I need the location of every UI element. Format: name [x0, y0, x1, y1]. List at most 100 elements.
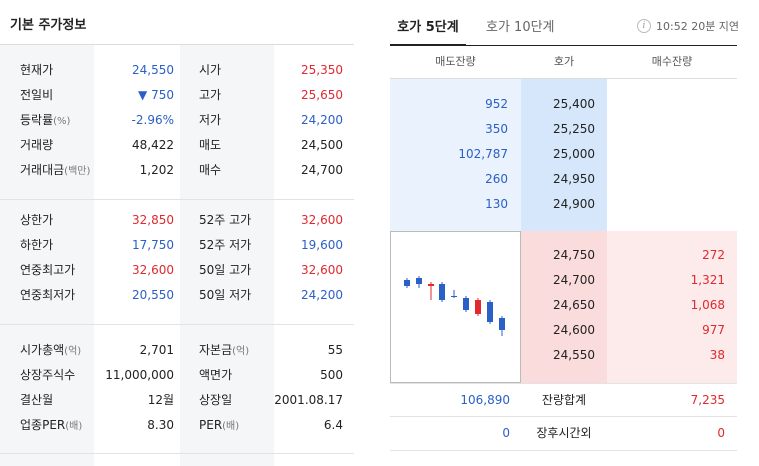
- bid-price-background: [521, 231, 607, 383]
- candle-body: [463, 298, 469, 310]
- info-value: 2,701: [139, 343, 174, 357]
- info-label: 거래량: [20, 138, 54, 152]
- header-sell-remaining: 매도잔량: [435, 55, 476, 68]
- info-value: 1,202: [139, 163, 174, 177]
- total-buy-remaining: 7,235: [690, 393, 725, 407]
- info-value: 55: [327, 343, 343, 357]
- after-hours-buy: 0: [717, 426, 725, 440]
- info-icon[interactable]: i: [637, 19, 651, 33]
- bid-quantity: 1,321: [690, 273, 725, 287]
- info-label: 등락률(%): [20, 113, 71, 127]
- info-value: 48,422: [132, 138, 174, 152]
- stock-info-row: 전일비 ▼ 750 고가 25,650: [0, 83, 354, 107]
- after-hours-divider: [390, 416, 737, 417]
- tab-10-level[interactable]: 호가 10단계: [486, 20, 555, 35]
- stock-info-row: 상한가 32,850 52주 고가 32,600: [0, 208, 354, 232]
- label-column-shade-2: [180, 45, 274, 466]
- info-label: 고가: [199, 88, 222, 102]
- stock-info-row: 업종PER(배) 8.30 PER(배) 6.4: [0, 413, 354, 437]
- info-value: 24,500: [301, 138, 343, 152]
- info-value: 12월: [147, 393, 174, 407]
- info-label: 시가총액(억): [20, 343, 82, 357]
- stock-info-row: 거래대금(백만) 1,202 매수 24,700: [0, 158, 354, 182]
- ask-qty-background: [390, 79, 521, 231]
- bid-price[interactable]: 24,700: [553, 273, 595, 287]
- header-price: 호가: [553, 55, 575, 68]
- info-label: 거래대금(백만): [20, 163, 91, 177]
- info-label: 자본금(억): [199, 343, 250, 357]
- stock-info-row: 등락률(%) -2.96% 저가 24,200: [0, 108, 354, 132]
- ask-price-background: [521, 79, 607, 231]
- info-label: 52주 고가: [199, 213, 252, 227]
- section-divider: [0, 324, 354, 325]
- info-label: 액면가: [199, 368, 233, 382]
- bid-price[interactable]: 24,550: [553, 348, 595, 362]
- bid-price[interactable]: 24,750: [553, 248, 595, 262]
- info-value: 17,750: [132, 238, 174, 252]
- ask-quantity: 350: [485, 122, 508, 136]
- info-label: 하한가: [20, 238, 54, 252]
- section-divider: [0, 453, 354, 454]
- label-column-shade: [0, 45, 94, 466]
- info-value: 19,600: [301, 238, 343, 252]
- ask-price[interactable]: 25,250: [553, 122, 595, 136]
- info-label: 매도: [199, 138, 222, 152]
- after-hours-label: 장후시간외: [536, 426, 592, 440]
- info-value: 32,850: [132, 213, 174, 227]
- bid-qty-background: [607, 231, 737, 383]
- info-value: 8.30: [147, 418, 174, 432]
- stock-info-row: 상장주식수 11,000,000 액면가 500: [0, 363, 354, 387]
- candle-body: [487, 302, 493, 322]
- ask-price[interactable]: 25,400: [553, 97, 595, 111]
- bid-price[interactable]: 24,600: [553, 323, 595, 337]
- stock-info-row: 하한가 17,750 52주 저가 19,600: [0, 233, 354, 257]
- candle-body: [451, 296, 457, 297]
- info-label: 연중최고가: [20, 263, 76, 277]
- info-label: 전일비: [20, 88, 54, 102]
- candle-body: [416, 278, 422, 284]
- mini-candle-chart: [390, 231, 521, 383]
- stock-info-row: 연중최저가 20,550 50일 저가 24,200: [0, 283, 354, 307]
- info-value: 11,000,000: [105, 368, 174, 382]
- info-label: 상장일: [199, 393, 233, 407]
- info-value: 24,550: [132, 63, 174, 77]
- info-label: 시가: [199, 63, 222, 77]
- ask-quantity: 130: [485, 197, 508, 211]
- bid-price[interactable]: 24,650: [553, 298, 595, 312]
- ask-price[interactable]: 24,950: [553, 172, 595, 186]
- basic-stock-info-title: 기본 주가정보: [10, 18, 87, 33]
- info-label: 현재가: [20, 63, 54, 77]
- candle-body: [439, 284, 445, 300]
- tab-5-level[interactable]: 호가 5단계: [390, 10, 466, 46]
- info-value: -2.96%: [131, 113, 174, 127]
- ask-price[interactable]: 24,900: [553, 197, 595, 211]
- header-divider: [390, 78, 737, 79]
- info-label: 결산월: [20, 393, 54, 407]
- section-divider: [0, 199, 354, 200]
- header-buy-remaining: 매수잔량: [651, 55, 693, 68]
- bid-quantity: 272: [702, 248, 725, 262]
- info-value: 24,200: [301, 288, 343, 302]
- ask-quantity: 952: [485, 97, 508, 111]
- bid-quantity: 1,068: [690, 298, 725, 312]
- info-value: ▼ 750: [138, 88, 174, 102]
- ask-quantity: 260: [485, 172, 508, 186]
- orderbook-top-line: [390, 45, 737, 46]
- info-value: 24,200: [301, 113, 343, 127]
- ask-price[interactable]: 25,000: [553, 147, 595, 161]
- info-label: 50일 고가: [199, 263, 252, 277]
- info-label: 50일 저가: [199, 288, 252, 302]
- info-label: 52주 저가: [199, 238, 252, 252]
- info-value: 500: [320, 368, 343, 382]
- info-value: 2001.08.17: [274, 393, 343, 407]
- bid-quantity: 977: [702, 323, 725, 337]
- bottom-divider: [390, 450, 737, 451]
- info-label: 업종PER(배): [20, 418, 83, 432]
- candle-body: [428, 284, 434, 286]
- info-value: 6.4: [323, 418, 343, 432]
- info-label: 상한가: [20, 213, 54, 227]
- total-label: 잔량합계: [541, 393, 587, 407]
- info-value: 25,350: [301, 63, 343, 77]
- after-hours-sell: 0: [502, 426, 510, 440]
- info-value: 20,550: [132, 288, 174, 302]
